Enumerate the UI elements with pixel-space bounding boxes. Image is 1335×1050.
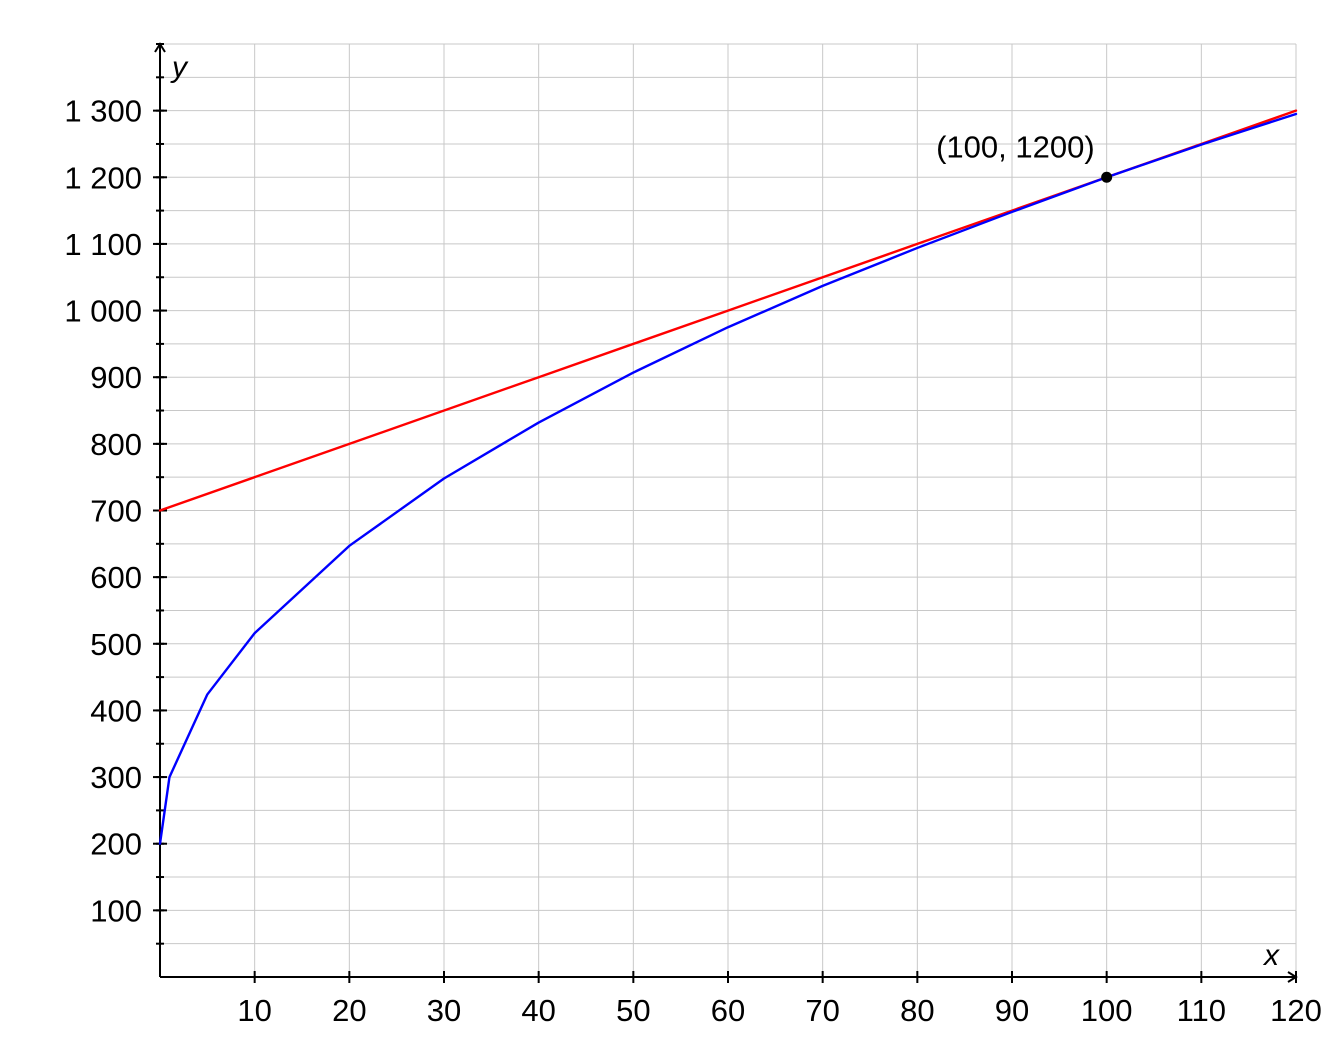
x-tick-label: 120 bbox=[1270, 993, 1322, 1028]
y-axis-label: y bbox=[170, 51, 189, 84]
x-tick-label: 30 bbox=[427, 993, 461, 1028]
x-tick-label: 40 bbox=[521, 993, 555, 1028]
points: (100, 1200) bbox=[936, 129, 1113, 183]
y-tick-label: 400 bbox=[90, 693, 142, 728]
y-tick-label: 600 bbox=[90, 560, 142, 595]
x-tick-label: 50 bbox=[616, 993, 650, 1028]
y-tick-label: 1 100 bbox=[64, 227, 142, 262]
y-tick-label: 500 bbox=[90, 627, 142, 662]
y-tick-label: 1 200 bbox=[64, 160, 142, 195]
y-tick-label: 800 bbox=[90, 427, 142, 462]
x-tick-label: 20 bbox=[332, 993, 366, 1028]
x-tick-label: 60 bbox=[711, 993, 745, 1028]
x-tick-label: 110 bbox=[1177, 993, 1226, 1028]
x-tick-label: 80 bbox=[900, 993, 934, 1028]
y-tick-label: 100 bbox=[90, 893, 142, 928]
y-tick-label: 1 300 bbox=[64, 94, 142, 129]
y-tick-label: 700 bbox=[90, 494, 142, 529]
x-tick-label: 70 bbox=[805, 993, 839, 1028]
y-tick-label: 900 bbox=[90, 360, 142, 395]
x-tick-label: 10 bbox=[237, 993, 271, 1028]
axes bbox=[154, 42, 1298, 983]
data-point bbox=[1101, 171, 1113, 183]
x-axis-label: x bbox=[1262, 939, 1280, 972]
y-tick-label: 200 bbox=[90, 827, 142, 862]
y-tick-label: 1 000 bbox=[64, 294, 142, 329]
point-annotation-label: (100, 1200) bbox=[936, 129, 1095, 164]
y-tick-label: 300 bbox=[90, 760, 142, 795]
x-tick-label: 100 bbox=[1081, 993, 1133, 1028]
series-curve-blue bbox=[158, 112, 1298, 845]
grid bbox=[160, 43, 1297, 977]
x-tick-label: 90 bbox=[995, 993, 1029, 1028]
ticks: 10 20 30 40 50 60 70 80 90 100 110 120 100 200 300 400 5… bbox=[64, 43, 1322, 1028]
